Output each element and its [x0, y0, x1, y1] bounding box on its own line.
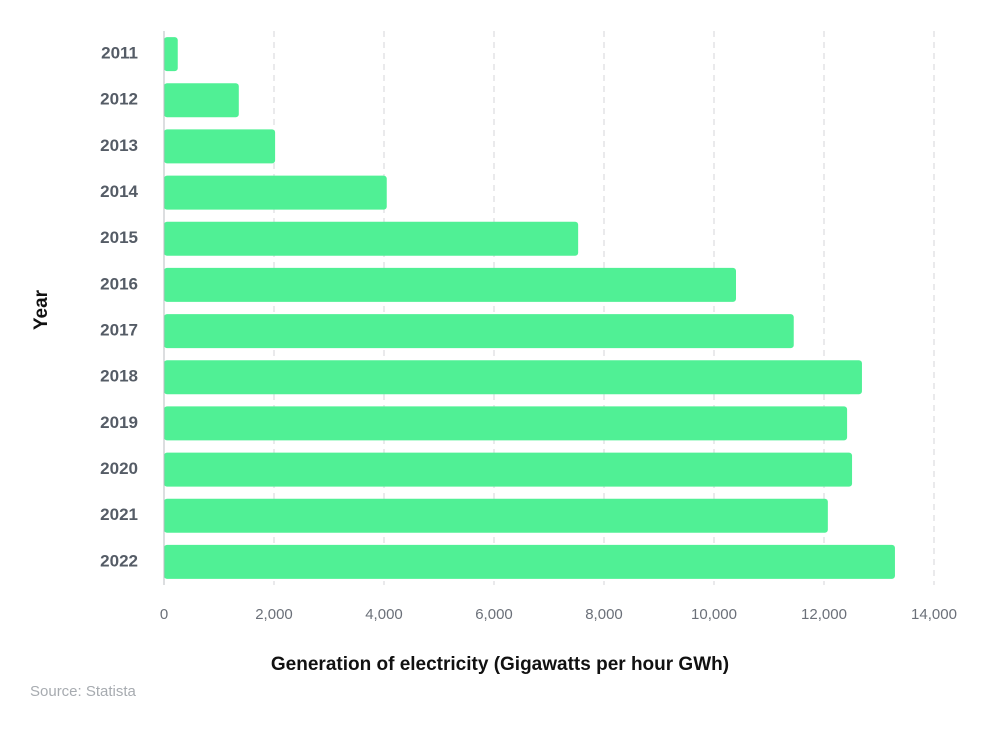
x-tick-label: 0 [160, 606, 168, 623]
source: Source: Statista [30, 683, 137, 700]
x-tick-label: 6,000 [475, 606, 513, 623]
bar [164, 360, 862, 395]
y-tick-label: 2011 [101, 44, 138, 63]
y-tick-label: 2015 [100, 228, 138, 247]
bar [164, 221, 579, 256]
bar [164, 314, 794, 349]
y-axis-label: Year [31, 289, 52, 330]
bar [164, 129, 276, 164]
y-tick-label: 2016 [100, 274, 138, 293]
y-tick-label: 2012 [100, 90, 138, 109]
x-tick-label: 2,000 [255, 606, 293, 623]
bar [164, 37, 178, 72]
y-tick-label: 2019 [100, 413, 138, 432]
x-tick-label: 8,000 [585, 606, 623, 623]
y-tick-label: 2013 [100, 136, 138, 155]
x-tick-label: 12,000 [801, 606, 847, 623]
y-tick-label: 2022 [100, 551, 138, 570]
bar [164, 267, 736, 302]
y-tick-label: 2020 [100, 459, 138, 478]
bar [164, 175, 387, 210]
bar [164, 406, 848, 441]
bar [164, 452, 853, 487]
x-tick-label: 10,000 [691, 606, 737, 623]
bar [164, 498, 828, 533]
bar [164, 544, 895, 579]
y-tick-label: 2021 [100, 505, 138, 524]
x-tick-label: 14,000 [911, 606, 957, 623]
y-tick-label: 2014 [100, 182, 138, 201]
bar [164, 83, 239, 118]
x-tick-label: 4,000 [365, 606, 403, 623]
x-axis-label: Generation of electricity (Gigawatts per… [271, 654, 729, 675]
y-tick-label: 2018 [100, 367, 138, 386]
y-tick-label: 2017 [100, 321, 138, 340]
